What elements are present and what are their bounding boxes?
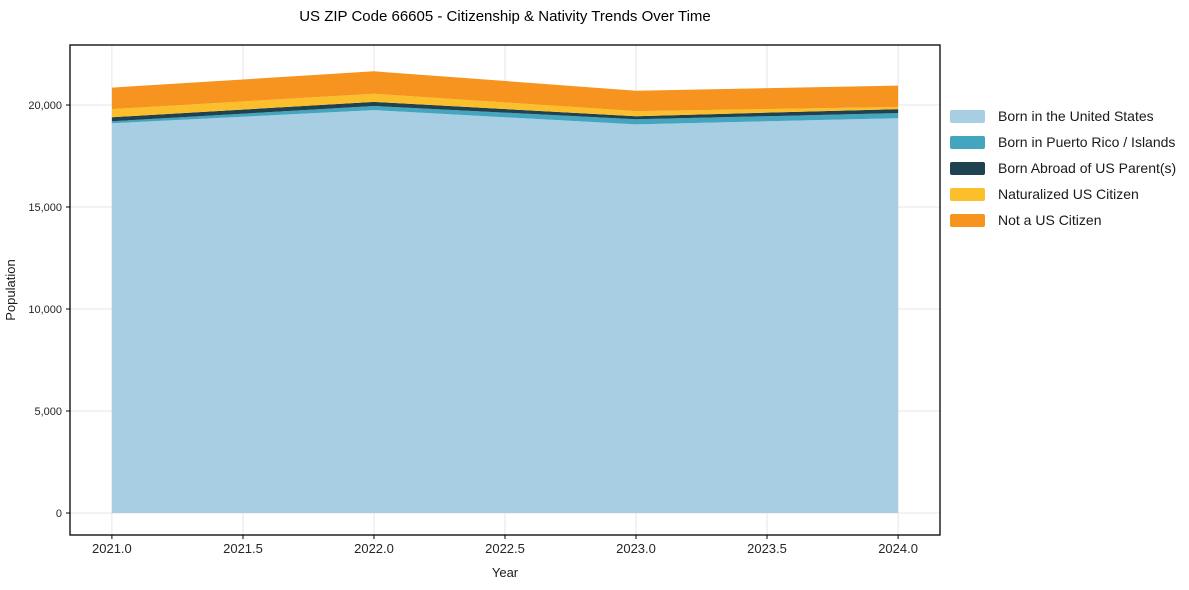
plot-generated: 2021.0 2021.5 2022.0 2022.5 2023.0 2023.5 2024… bbox=[28, 44, 941, 556]
legend-swatch bbox=[950, 161, 985, 175]
legend-item: Born in Puerto Rico / Islands bbox=[950, 129, 1176, 155]
legend-swatch bbox=[950, 187, 985, 201]
x-tick-label: 2021.5 bbox=[223, 541, 263, 556]
legend-item: Born Abroad of US Parent(s) bbox=[950, 155, 1176, 181]
x-tick-label: 2021.0 bbox=[92, 541, 132, 556]
area-layer bbox=[111, 110, 899, 513]
x-tick-label: 2024.0 bbox=[878, 541, 918, 556]
legend-item: Not a US Citizen bbox=[950, 207, 1176, 233]
legend-label: Born in Puerto Rico / Islands bbox=[998, 134, 1176, 150]
x-tick-label: 2023.5 bbox=[747, 541, 787, 556]
x-tick-label: 2022.5 bbox=[485, 541, 525, 556]
chart-title: US ZIP Code 66605 - Citizenship & Nativi… bbox=[299, 8, 711, 25]
legend-item: Born in the United States bbox=[950, 103, 1176, 129]
legend-label: Born Abroad of US Parent(s) bbox=[998, 160, 1177, 176]
area-layer bbox=[111, 106, 899, 125]
x-tick-label: 2022.0 bbox=[354, 541, 394, 556]
legend: Born in the United States Born in Puerto … bbox=[950, 103, 1176, 233]
area-layer bbox=[111, 101, 899, 122]
legend-label: Not a US Citizen bbox=[998, 212, 1102, 228]
legend-label: Naturalized US Citizen bbox=[998, 186, 1139, 202]
y-tick-label: 20,000 bbox=[28, 100, 62, 112]
area-layer bbox=[111, 93, 899, 118]
x-axis-label: Year bbox=[492, 565, 519, 580]
area-layer bbox=[111, 71, 899, 112]
y-axis-label: Population bbox=[3, 259, 18, 320]
legend-swatch bbox=[950, 109, 985, 123]
legend-item: Naturalized US Citizen bbox=[950, 181, 1176, 207]
legend-swatch bbox=[950, 213, 985, 227]
y-tick-label: 15,000 bbox=[28, 202, 62, 214]
x-tick-label: 2023.0 bbox=[616, 541, 656, 556]
y-tick-label: 10,000 bbox=[28, 304, 62, 316]
y-tick-label: 0 bbox=[56, 508, 62, 520]
legend-swatch bbox=[950, 135, 985, 149]
y-tick-label: 5,000 bbox=[34, 406, 62, 418]
legend-label: Born in the United States bbox=[998, 108, 1154, 124]
